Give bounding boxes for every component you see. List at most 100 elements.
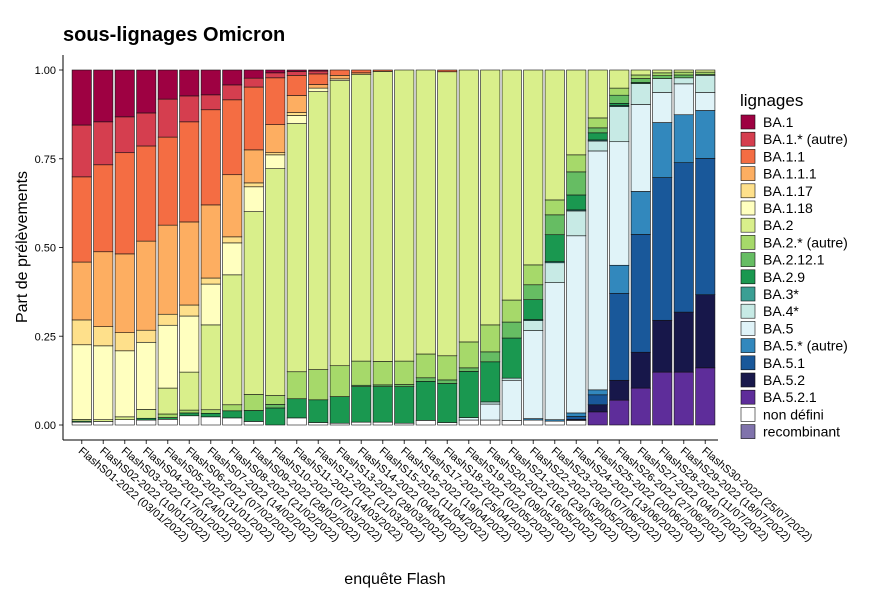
bar-segment	[308, 422, 329, 426]
bar-segment	[179, 221, 200, 306]
bar-segment	[566, 194, 587, 211]
bar-segment	[114, 332, 135, 352]
bar-segment	[222, 410, 243, 419]
bar-segment	[544, 262, 565, 283]
bar-segment	[652, 75, 673, 79]
bar-segment	[265, 77, 286, 125]
bar-segment	[630, 69, 651, 76]
bar-segment	[695, 367, 716, 426]
bar-segment	[480, 403, 501, 421]
bar-segment	[222, 417, 243, 426]
legend-swatch	[740, 166, 756, 181]
bar-segment	[157, 413, 178, 418]
bar-segment	[265, 404, 286, 409]
bar-segment	[587, 389, 608, 396]
legend-swatch	[740, 217, 756, 233]
legend-title: lignages	[740, 91, 803, 110]
bar-segment	[351, 73, 372, 362]
bar-segment	[243, 182, 264, 188]
bar-segment	[566, 412, 587, 417]
y-tick-label: 0.75	[35, 154, 56, 166]
y-tick-label: 0.50	[35, 243, 56, 255]
legend-swatch	[740, 149, 756, 164]
legend-label: non défini	[763, 406, 824, 422]
bar-segment	[673, 83, 694, 116]
bar-segment	[243, 149, 264, 184]
bar-segment	[114, 419, 135, 426]
bar-segment	[630, 74, 651, 79]
bar-segment	[437, 422, 458, 426]
bar-segment	[480, 361, 501, 403]
y-tick-label: 1.00	[35, 65, 56, 77]
bar-segment	[630, 104, 651, 192]
bar-segment	[308, 399, 329, 423]
bar-segment	[157, 224, 178, 315]
bar-segment	[136, 145, 157, 242]
bar-segment	[695, 294, 716, 369]
bar-segment	[351, 69, 372, 74]
bar-segment	[351, 386, 372, 423]
bar-segment	[630, 83, 651, 105]
bar-segment	[222, 174, 243, 238]
bar-segment	[157, 136, 178, 226]
bar-segment	[286, 417, 307, 426]
bar-segment	[630, 387, 651, 426]
legend-swatch	[740, 183, 756, 199]
bar-segment	[501, 69, 522, 301]
bar-segment	[136, 419, 157, 426]
bar-segment	[243, 69, 264, 79]
bar-segment	[695, 75, 716, 93]
bar-segment	[523, 264, 544, 286]
bar-segment	[415, 420, 436, 426]
bar-segment	[587, 394, 608, 406]
bar-segment	[265, 124, 286, 154]
bar-segment	[544, 199, 565, 216]
bar-segment	[265, 154, 286, 169]
bar-segment	[544, 282, 565, 420]
bar-segment	[200, 416, 221, 426]
bar-segment	[652, 72, 673, 76]
bar-segment	[437, 379, 458, 384]
bar-segment	[566, 420, 587, 426]
bar-segment	[179, 121, 200, 223]
y-tick-label: 0.00	[35, 420, 56, 432]
bar-segment	[501, 337, 522, 379]
legend-label: BA.1.17	[763, 183, 813, 199]
bar-segment	[673, 77, 694, 85]
bar-segment	[200, 204, 221, 279]
bar-segment	[351, 360, 372, 386]
bar-segment	[93, 326, 114, 347]
legend-label: BA.2.12.1	[763, 252, 825, 268]
bar-segment	[652, 92, 673, 123]
bar-segment	[458, 69, 479, 343]
bar-segment	[587, 140, 608, 152]
legend-label: BA.5	[763, 320, 794, 336]
bar-segment	[652, 122, 673, 178]
bar-segment	[437, 383, 458, 423]
bar-segment	[609, 69, 630, 89]
bar-segment	[673, 162, 694, 313]
bar-segment	[136, 409, 157, 419]
legend-label: BA.5.1	[763, 355, 805, 371]
bar-segment	[243, 211, 264, 395]
bar-segment	[93, 164, 114, 253]
bar-segment	[566, 154, 587, 173]
bar-segment	[222, 274, 243, 406]
bar-segment	[394, 360, 415, 385]
legend-label: BA.1.1.1	[763, 166, 817, 182]
bar-segment	[222, 84, 243, 101]
bar-segment	[329, 365, 350, 397]
bar-segment	[501, 420, 522, 426]
bar-segment	[458, 367, 479, 372]
bar-segment	[179, 69, 200, 97]
legend-label: BA.2.* (autre)	[763, 234, 848, 250]
bar-segment	[265, 407, 286, 426]
bar-segment	[437, 355, 458, 381]
bar-segment	[308, 87, 329, 92]
bar-segment	[243, 86, 264, 151]
bar-segment	[71, 69, 92, 126]
legend-swatch	[740, 200, 756, 216]
bar-segment	[222, 69, 243, 86]
bar-segment	[458, 341, 479, 369]
